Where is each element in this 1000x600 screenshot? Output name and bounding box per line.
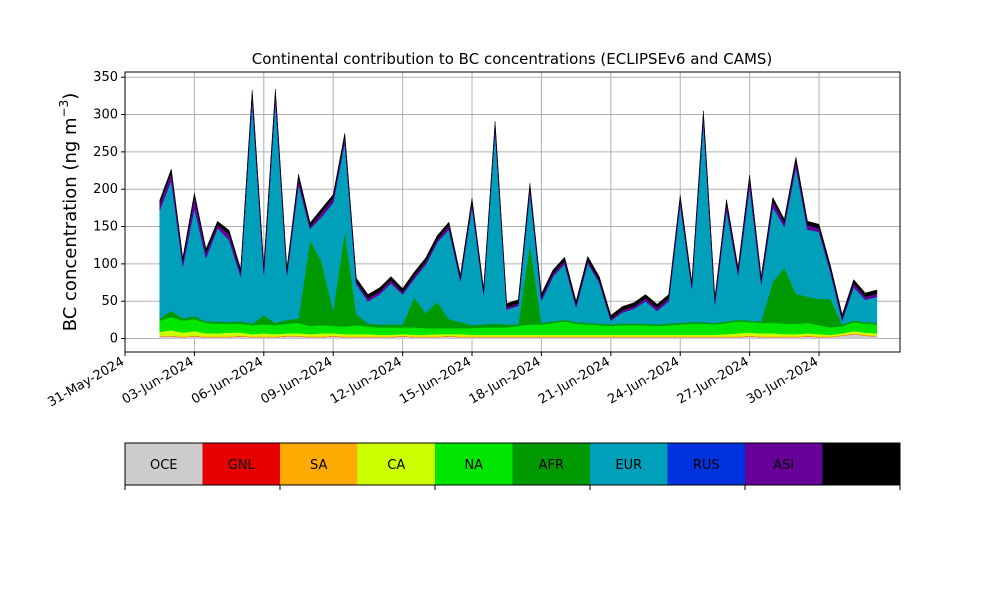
legend-label-asi: ASI (773, 458, 794, 473)
y-axis-label: BC concentration (ng m−3) (57, 93, 81, 332)
legend-label-aus: AUS (848, 458, 875, 473)
legend-label-rus: RUS (693, 458, 720, 473)
x-tick-label: 06-Jun-2024 (189, 354, 266, 407)
legend-swatch-rus (667, 443, 746, 485)
x-tick-label: 30-Jun-2024 (744, 354, 821, 407)
x-tick-label: 21-Jun-2024 (536, 354, 613, 407)
legend-colorbar: OCE GNL SA CA NA AFR EUR RUS ASI AUS (124, 442, 901, 490)
legend-label-afr: AFR (539, 458, 564, 473)
legend-swatch-oce (125, 443, 203, 485)
y-tick-label: 300 (93, 108, 118, 123)
y-axis-label-main: BC concentration (ng m (60, 117, 81, 331)
y-tick-label: 50 (101, 294, 118, 309)
x-tick-label: 31-May-2024 (45, 354, 127, 410)
legend-label-gnl: GNL (228, 458, 256, 473)
legend-swatch-gnl (202, 443, 281, 485)
legend-swatch-aus (822, 443, 901, 485)
y-axis-label-tail: ) (60, 93, 81, 100)
legend-swatch-asi (745, 443, 823, 485)
x-tick-label: 03-Jun-2024 (120, 354, 197, 407)
legend-swatch-ca (357, 443, 436, 485)
stacked-areas (159, 89, 878, 339)
legend-frame (124, 442, 901, 486)
x-tick-label: 09-Jun-2024 (258, 354, 335, 407)
y-tick-label: 350 (93, 70, 118, 85)
legend-label-ca: CA (387, 458, 405, 473)
x-axis-ticks: 31-May-202403-Jun-202406-Jun-202409-Jun-… (45, 352, 821, 410)
legend-label-na: NA (464, 458, 483, 473)
x-tick-label: 18-Jun-2024 (467, 354, 544, 407)
legend-swatch-afr (512, 443, 591, 485)
legend-swatch-eur (590, 443, 668, 485)
y-axis-ticks: 0 50 100 150 200 250 300 350 (93, 70, 125, 347)
y-axis-label-exponent: −3 (57, 100, 71, 118)
x-tick-label: 12-Jun-2024 (328, 354, 405, 407)
area-aus (159, 89, 878, 320)
legend-swatch-sa (280, 443, 358, 485)
y-tick-label: 200 (93, 182, 118, 197)
plot-area: 0 50 100 150 200 250 300 350 31-May-202403-Jun-… (45, 70, 901, 410)
x-tick-label: 27-Jun-2024 (675, 354, 752, 407)
x-tick-label: 24-Jun-2024 (605, 354, 682, 407)
legend-label-eur: EUR (615, 458, 642, 473)
y-tick-label: 0 (110, 332, 118, 347)
legend-label-oce: OCE (150, 458, 178, 473)
legend-label-sa: SA (310, 458, 327, 473)
y-tick-label: 100 (93, 257, 118, 272)
chart-title: Continental contribution to BC concentra… (252, 50, 773, 68)
legend-swatch-na (435, 443, 513, 485)
x-tick-label: 15-Jun-2024 (397, 354, 474, 407)
plot-frame (124, 71, 901, 353)
y-tick-label: 150 (93, 220, 118, 235)
y-tick-label: 250 (93, 145, 118, 160)
